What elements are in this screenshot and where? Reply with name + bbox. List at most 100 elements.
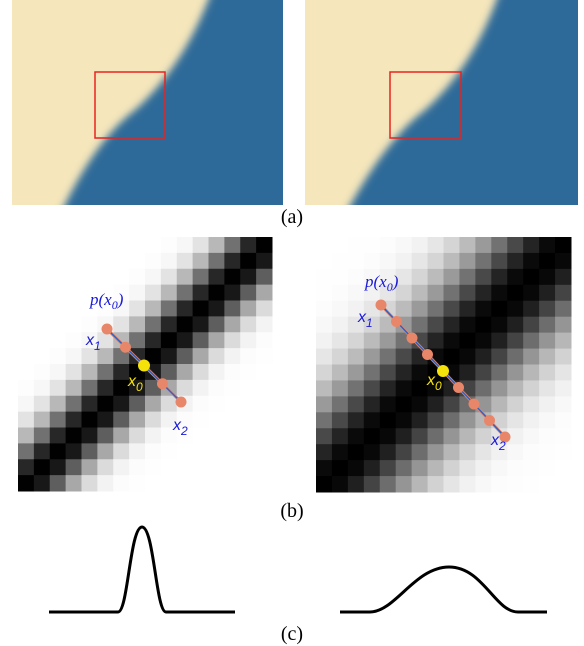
pixel <box>491 253 507 269</box>
pixel <box>209 428 225 444</box>
pixel <box>161 348 177 364</box>
pixel <box>97 364 113 380</box>
pixel <box>113 412 129 428</box>
pixel <box>161 459 177 475</box>
pixel <box>256 316 272 332</box>
pixel <box>396 301 412 317</box>
sample-point <box>102 324 113 335</box>
pixel <box>555 317 571 333</box>
pixel <box>380 253 396 269</box>
pixel <box>412 380 428 396</box>
pixel <box>113 475 129 491</box>
pixel <box>396 365 412 381</box>
pixel <box>539 380 555 396</box>
profile-curve <box>340 567 547 612</box>
pixel <box>364 444 380 460</box>
pixel <box>316 285 332 301</box>
pixel <box>34 301 50 317</box>
pixel <box>193 269 209 285</box>
pixel <box>34 475 50 491</box>
pixel <box>66 253 82 269</box>
pixel <box>240 348 256 364</box>
pixel <box>332 237 348 253</box>
pixel <box>555 237 571 253</box>
pixel <box>475 444 491 460</box>
pixel <box>66 412 82 428</box>
pixel <box>555 476 571 492</box>
pixel <box>332 412 348 428</box>
pixel <box>209 253 225 269</box>
pixel <box>475 269 491 285</box>
pixel <box>66 459 82 475</box>
pixel <box>444 412 460 428</box>
pixel <box>555 301 571 317</box>
pixel <box>97 269 113 285</box>
pixel <box>475 285 491 301</box>
pixel <box>475 317 491 333</box>
pixel <box>459 428 475 444</box>
pixel <box>412 476 428 492</box>
sample-point <box>407 333 418 344</box>
pixel <box>444 444 460 460</box>
pixel <box>507 301 523 317</box>
pixel <box>66 237 82 253</box>
pixel <box>523 460 539 476</box>
pixel <box>428 396 444 412</box>
pixel <box>539 365 555 381</box>
pixel <box>18 332 34 348</box>
pixel <box>523 253 539 269</box>
pixel <box>145 316 161 332</box>
pixel <box>66 443 82 459</box>
pixel <box>412 412 428 428</box>
pixel <box>34 443 50 459</box>
pixel <box>209 316 225 332</box>
pixel <box>444 269 460 285</box>
pixel <box>364 380 380 396</box>
pixel <box>348 396 364 412</box>
pixel <box>66 332 82 348</box>
pixel <box>459 317 475 333</box>
pixel <box>444 253 460 269</box>
pixel <box>97 237 113 253</box>
pixel <box>316 412 332 428</box>
pixel <box>412 444 428 460</box>
pixel <box>145 301 161 317</box>
pixel <box>491 269 507 285</box>
pixel <box>380 444 396 460</box>
pixel <box>539 396 555 412</box>
pixel <box>256 443 272 459</box>
caption: (b) <box>280 500 303 522</box>
pixel <box>491 285 507 301</box>
pixel <box>224 237 240 253</box>
pixel <box>380 349 396 365</box>
pixel <box>113 443 129 459</box>
pixel <box>224 332 240 348</box>
pixel <box>240 253 256 269</box>
pixel <box>177 380 193 396</box>
pixel <box>491 349 507 365</box>
pixel <box>240 459 256 475</box>
pixel <box>50 348 66 364</box>
pixel <box>507 349 523 365</box>
pixel <box>396 349 412 365</box>
pixel <box>240 301 256 317</box>
pixel <box>396 412 412 428</box>
pixel <box>256 301 272 317</box>
pixel <box>34 332 50 348</box>
pixel <box>50 428 66 444</box>
pixel <box>18 348 34 364</box>
pixel <box>161 475 177 491</box>
pixel <box>348 428 364 444</box>
pixel <box>82 396 98 412</box>
pixel <box>491 460 507 476</box>
pixel <box>380 412 396 428</box>
pixel <box>145 459 161 475</box>
pixel <box>161 237 177 253</box>
pixel <box>412 285 428 301</box>
pixel <box>316 349 332 365</box>
pixel <box>316 301 332 317</box>
pixel <box>507 269 523 285</box>
pixel <box>82 269 98 285</box>
pixel <box>475 476 491 492</box>
pixel <box>193 237 209 253</box>
